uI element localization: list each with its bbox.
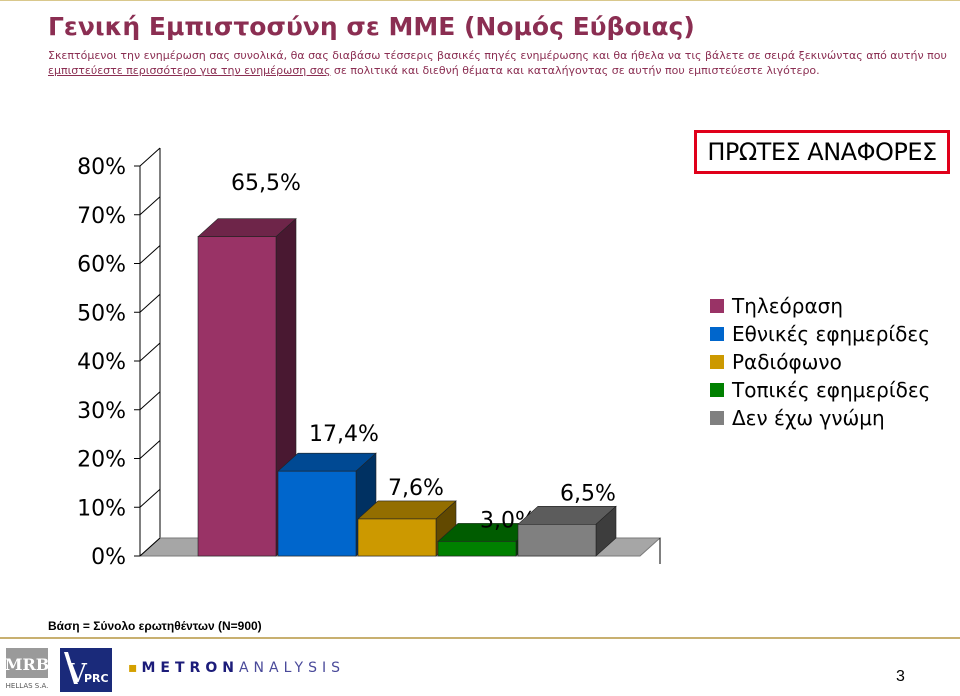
mrb-logo-subtext: HELLAS S.A. <box>6 682 48 690</box>
chart-legend: Τηλεόραση Εθνικές εφημερίδες Ραδιόφωνο Τοπι… <box>710 292 930 432</box>
top-rule <box>0 0 960 9</box>
page-number: 3 <box>896 668 905 685</box>
legend-item: Εθνικές εφημερίδες <box>710 320 930 348</box>
legend-swatch <box>710 327 724 341</box>
legend-item: Τηλεόραση <box>710 292 930 320</box>
legend-swatch <box>710 411 724 425</box>
mrb-logo: MRB HELLAS S.A. <box>6 648 48 690</box>
bar <box>357 518 437 557</box>
data-label: 17,4% <box>309 422 379 447</box>
legend-label: Εθνικές εφημερίδες <box>732 322 930 346</box>
bar <box>277 470 357 557</box>
bar-chart: 0% 10% 20% 30% 40% 50% 60% 70% 80% 65,5% 17,4% 7,6%… <box>77 147 662 570</box>
subtitle-text-2: σε πολιτικά και διεθνή θέματα και καταλή… <box>330 64 820 77</box>
mrb-logo-text: MRB <box>6 655 48 674</box>
y-gridline-diagonal <box>139 342 161 362</box>
footer-rule <box>0 637 960 639</box>
legend-swatch <box>710 355 724 369</box>
y-tick-label: 80% <box>77 155 126 180</box>
subtitle-text-1: Σκεπτόμενοι την ενημέρωση σας συνολικά, … <box>48 49 947 62</box>
legend-label: Ραδιόφωνο <box>732 350 842 374</box>
data-label: 6,5% <box>560 481 616 506</box>
bar <box>517 524 597 557</box>
y-gridline-diagonal <box>139 488 161 508</box>
y-tick-label: 10% <box>77 496 126 521</box>
y-gridline-diagonal <box>139 537 161 557</box>
legend-item: Ραδιόφωνο <box>710 348 930 376</box>
y-gridline-diagonal <box>139 245 161 264</box>
legend-item: Δεν έχω γνώμη <box>710 404 930 432</box>
first-mentions-badge: ΠΡΩΤΕΣ ΑΝΑΦΟΡΕΣ <box>694 130 950 174</box>
y-gridline-diagonal <box>139 293 161 313</box>
legend-label: Τοπικές εφημερίδες <box>732 378 931 402</box>
page-title: Γενική Εμπιστοσύνη σε ΜΜΕ (Νομός Εύβοιας… <box>48 12 695 41</box>
legend-swatch <box>710 383 724 397</box>
bar <box>437 541 517 557</box>
legend-label: Τηλεόραση <box>732 294 844 318</box>
y-gridline-diagonal <box>139 391 161 411</box>
legend-label: Δεν έχω γνώμη <box>732 406 885 430</box>
data-label: 7,6% <box>388 476 444 501</box>
metron-analysis-logo: ▪ METRONANALYSIS <box>128 660 345 676</box>
legend-swatch <box>710 299 724 313</box>
page-subtitle: Σκεπτόμενοι την ενημέρωση σας συνολικά, … <box>48 48 948 78</box>
base-note: Βάση = Σύνολο ερωτηθέντων (Ν=900) <box>48 619 262 633</box>
metron-logo-part2: ANALYSIS <box>238 660 345 676</box>
y-gridline-diagonal <box>139 440 161 459</box>
subtitle-underlined-text: εμπιστεύεστε περισσότερο για την ενημέρω… <box>48 64 331 77</box>
metron-logo-part1: METRON <box>141 660 239 676</box>
y-tick-label: 50% <box>77 301 126 326</box>
y-gridline-diagonal <box>139 196 161 216</box>
vprc-logo-text: PRC <box>84 672 109 685</box>
legend-item: Τοπικές εφημερίδες <box>710 376 930 404</box>
y-tick-label: 20% <box>77 448 126 473</box>
vprc-logo: V PRC <box>60 648 112 692</box>
y-tick-label: 70% <box>77 204 126 229</box>
y-tick-label: 30% <box>77 399 126 424</box>
y-tick-label: 60% <box>77 253 126 278</box>
data-label: 65,5% <box>231 171 301 196</box>
vprc-logo-v: V <box>67 659 88 689</box>
bar <box>197 236 277 557</box>
y-gridline-diagonal <box>139 147 161 167</box>
y-tick-label: 40% <box>77 350 126 375</box>
y-tick-label: 0% <box>91 545 126 570</box>
